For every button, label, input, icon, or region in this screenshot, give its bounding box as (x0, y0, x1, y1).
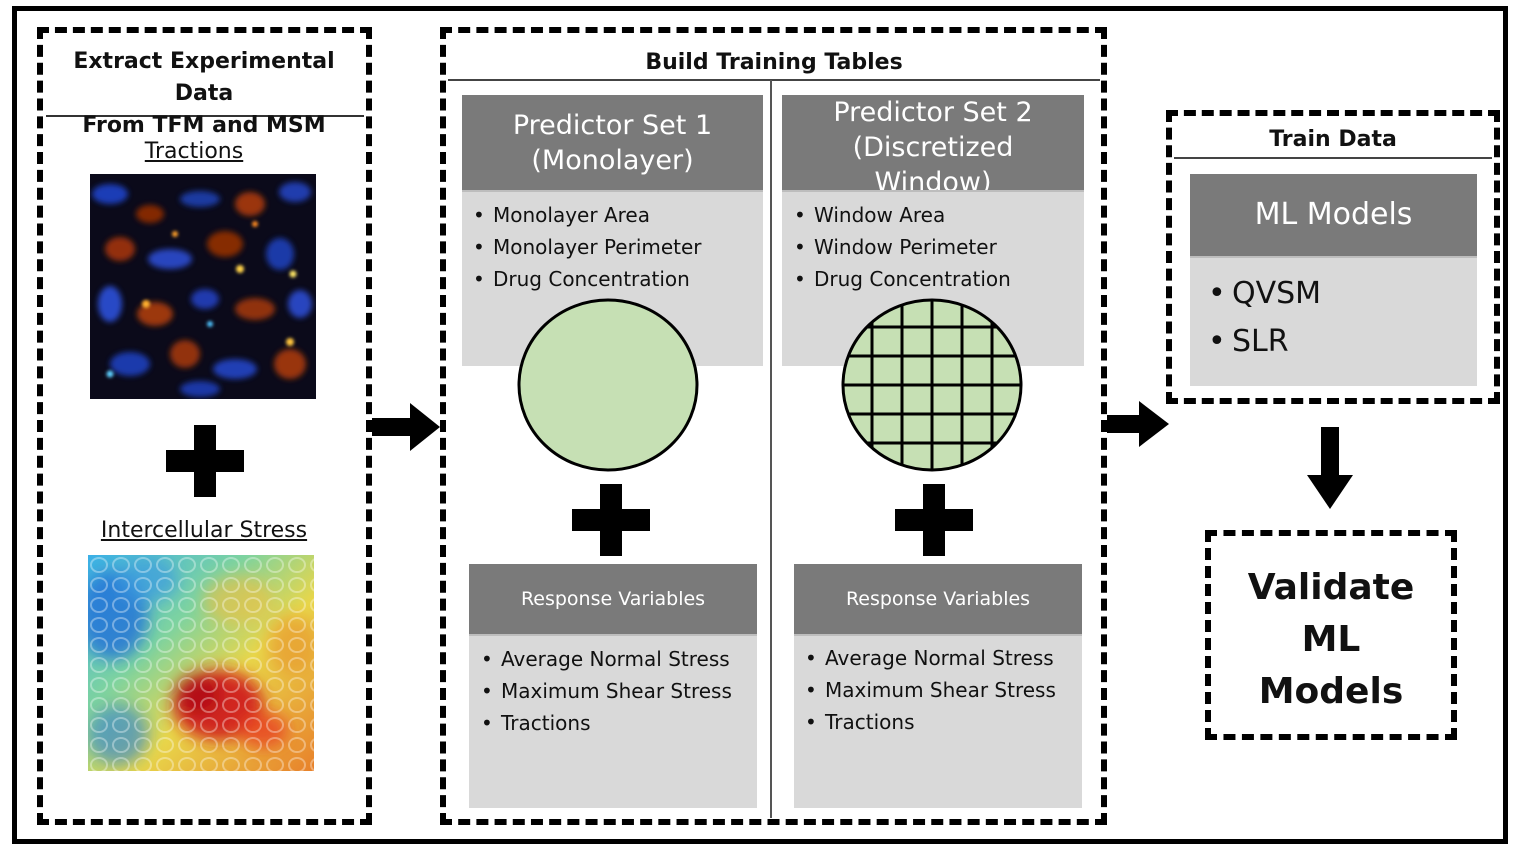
response-variables-1-divider (469, 634, 757, 636)
validate-title-line3: Models (1258, 671, 1404, 712)
validate-title-line1: Validate (1247, 567, 1415, 608)
predictor-set-1-divider (462, 190, 763, 192)
list-item: SLR (1206, 318, 1466, 366)
list-item: Maximum Shear Stress (803, 674, 1079, 706)
monolayer-circle-icon (517, 298, 699, 472)
response-variables-1-list: Average Normal Stress Maximum Shear Stre… (479, 643, 755, 739)
plus-icon (572, 484, 650, 556)
predictor-set-1-title-line1: Predictor Set 1 (512, 110, 713, 141)
intercellular-stress-map-image (88, 555, 314, 771)
response-variables-2-divider (794, 634, 1082, 636)
list-item: Monolayer Area (471, 199, 761, 231)
list-item: Average Normal Stress (479, 643, 755, 675)
predictor-set-1-header: Predictor Set 1 (Monolayer) (462, 95, 763, 190)
build-training-tables-box (440, 27, 1107, 825)
list-item: QVSM (1206, 270, 1466, 318)
predictor-set-2-title-line2: (Discretized (852, 132, 1014, 163)
list-item: Window Perimeter (792, 231, 1082, 263)
list-item: Maximum Shear Stress (479, 675, 755, 707)
ml-models-divider (1190, 256, 1477, 258)
plus-icon (895, 484, 973, 556)
response-variables-2-header: Response Variables (794, 564, 1082, 634)
extract-title-line2: From TFM and MSM (82, 113, 326, 138)
extract-box (37, 27, 372, 825)
response-variables-1-header: Response Variables (469, 564, 757, 634)
build-title: Build Training Tables (645, 50, 903, 75)
response-variables-2-list: Average Normal Stress Maximum Shear Stre… (803, 642, 1079, 738)
list-item: Average Normal Stress (803, 642, 1079, 674)
traction-map-image (90, 174, 316, 399)
predictor-set-2-list: Window Area Window Perimeter Drug Concen… (792, 199, 1082, 295)
ml-models-list: QVSM SLR (1206, 270, 1466, 366)
ml-models-header: ML Models (1190, 174, 1477, 256)
tractions-label: Tractions (144, 139, 244, 164)
extract-title-line1: Extract Experimental Data (73, 49, 335, 106)
predictor-set-1-list: Monolayer Area Monolayer Perimeter Drug … (471, 199, 761, 295)
list-item: Drug Concentration (792, 263, 1082, 295)
discretized-window-grid-icon (841, 298, 1023, 472)
build-column-divider (770, 80, 772, 818)
train-title-divider (1174, 157, 1492, 159)
arrow-right-icon (372, 403, 440, 451)
validate-title: Validate ML Models (1211, 562, 1451, 718)
predictor-set-2-title-line1: Predictor Set 2 (833, 97, 1033, 128)
extract-title: Extract Experimental Data From TFM and M… (48, 46, 360, 142)
train-data-title: Train Data (1269, 127, 1397, 152)
build-title-divider (448, 79, 1100, 81)
predictor-set-2-header: Predictor Set 2 (Discretized Window) (782, 95, 1084, 190)
list-item: Tractions (803, 706, 1079, 738)
validate-title-line2: ML (1301, 619, 1361, 660)
validate-box (1205, 530, 1457, 740)
list-item: Window Area (792, 199, 1082, 231)
intercellular-stress-label: Intercellular Stress (100, 518, 308, 543)
list-item: Tractions (479, 707, 755, 739)
list-item: Drug Concentration (471, 263, 761, 295)
list-item: Monolayer Perimeter (471, 231, 761, 263)
plus-icon (166, 425, 244, 497)
arrow-right-icon (1107, 401, 1169, 447)
extract-title-divider (46, 115, 364, 117)
train-data-box (1166, 110, 1500, 404)
arrow-down-icon (1307, 427, 1353, 509)
predictor-set-2-title-line3: Window) (874, 167, 992, 190)
predictor-set-2-divider (782, 190, 1084, 192)
predictor-set-1-title-line2: (Monolayer) (531, 145, 694, 176)
